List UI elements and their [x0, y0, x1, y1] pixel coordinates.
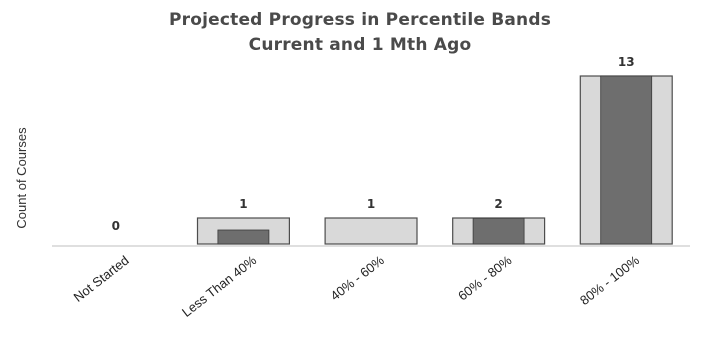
x-tick-label-2: 40% - 60%: [327, 252, 387, 303]
value-label-2: 1: [367, 197, 375, 211]
bar-back-2: [324, 217, 418, 245]
chart-title-line-2: Current and 1 Mth Ago: [248, 35, 472, 55]
bar-front-4: [600, 75, 653, 245]
bar-front-3: [472, 217, 525, 245]
bars-layer: [196, 75, 673, 245]
value-label-1: 1: [239, 197, 247, 211]
value-label-4: 13: [618, 55, 635, 69]
bar-front-1: [217, 229, 270, 245]
x-tick-label-4: 80% - 100%: [577, 252, 642, 308]
labels-layer: 0 1 1 2 13: [112, 55, 635, 233]
value-label-0: 0: [112, 219, 120, 233]
y-axis-label: Count of Courses: [14, 127, 29, 229]
ticks-layer: Not Started Less Than 40% 40% - 60% 60% - 8…: [71, 252, 643, 320]
x-tick-label-3: 60% - 80%: [455, 252, 515, 303]
chart-title-line-1: Projected Progress in Percentile Bands: [168, 10, 552, 30]
x-tick-label-0: Not Started: [71, 253, 132, 305]
x-tick-label-1: Less Than 40%: [179, 252, 260, 320]
value-label-3: 2: [494, 197, 502, 211]
